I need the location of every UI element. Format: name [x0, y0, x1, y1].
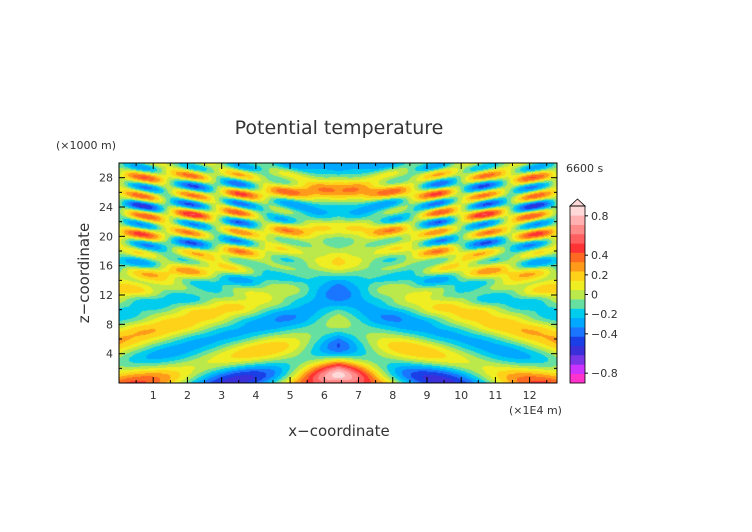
colorbar-tick-label: −0.8	[591, 367, 618, 380]
x-unit-label: (×1E4 m)	[509, 404, 562, 417]
colorbar-swatch	[570, 317, 585, 328]
colorbar-tick-label: 0	[591, 289, 598, 302]
colorbar-swatch	[570, 336, 585, 347]
time-label: 6600 s	[566, 162, 603, 175]
chart-title: Potential temperature	[235, 117, 444, 139]
colorbar-tick-label: −0.4	[591, 328, 618, 341]
colorbar-swatch	[570, 252, 585, 263]
colorbar-tick-label: −0.2	[591, 308, 618, 321]
x-tick-label: 6	[321, 389, 328, 402]
colorbar-swatch	[570, 243, 585, 253]
colorbar: 0.8 0.4 0.2 0 −0.2 −0.4 −0.8	[568, 198, 618, 384]
x-axis-label: x−coordinate	[288, 422, 389, 440]
colorbar-tick-label: 0.8	[591, 210, 609, 223]
colorbar-swatch	[570, 224, 585, 235]
colorbar-swatch	[570, 345, 585, 356]
x-tick-label: 7	[355, 389, 362, 402]
colorbar-swatch	[570, 364, 585, 374]
x-tick-label: 9	[423, 389, 430, 402]
y-tick-label: 28	[99, 172, 113, 185]
colorbar-swatch	[570, 373, 585, 384]
y-tick-label: 16	[99, 260, 113, 273]
y-tick-label: 12	[99, 289, 113, 302]
x-tick-label: 10	[454, 389, 468, 402]
x-tick-label: 11	[488, 389, 502, 402]
y-axis-label: z−coordinate	[75, 223, 93, 323]
y-ticks: 4 8 12 16 20 24 28	[99, 172, 557, 369]
colorbar-swatch	[570, 206, 585, 216]
y-tick-label: 20	[99, 230, 113, 243]
colorbar-swatch	[570, 289, 585, 300]
colorbar-swatch	[570, 280, 585, 291]
colorbar-swatch	[570, 355, 585, 365]
x-tick-label: 1	[150, 389, 157, 402]
y-unit-label: (×1000 m)	[56, 139, 116, 152]
x-tick-label: 8	[389, 389, 396, 402]
y-tick-label: 8	[106, 318, 113, 331]
y-tick-label: 4	[106, 348, 113, 361]
x-tick-label: 2	[184, 389, 191, 402]
heatmap-image	[119, 163, 557, 383]
plot-frame	[118, 162, 558, 384]
colorbar-swatch	[570, 261, 585, 272]
colorbar-tick-label: 0.4	[591, 249, 609, 262]
colorbar-tick-label: 0.2	[591, 269, 609, 282]
x-ticks: 1 2 3 4 5 6 7 8 9 10 11 12	[135, 163, 548, 402]
colorbar-swatch	[570, 215, 585, 225]
x-tick-label: 12	[523, 389, 537, 402]
heatmap-field	[118, 162, 558, 384]
y-tick-label: 24	[99, 201, 113, 214]
colorbar-swatch	[570, 233, 585, 244]
colorbar-swatch	[570, 271, 585, 281]
x-tick-label: 3	[218, 389, 225, 402]
colorbar-swatch	[570, 299, 585, 309]
colorbar-extend-arrow	[568, 198, 587, 207]
colorbar-swatch	[570, 327, 585, 337]
x-tick-label: 4	[252, 389, 259, 402]
x-tick-label: 5	[287, 389, 294, 402]
colorbar-swatch	[570, 308, 585, 319]
